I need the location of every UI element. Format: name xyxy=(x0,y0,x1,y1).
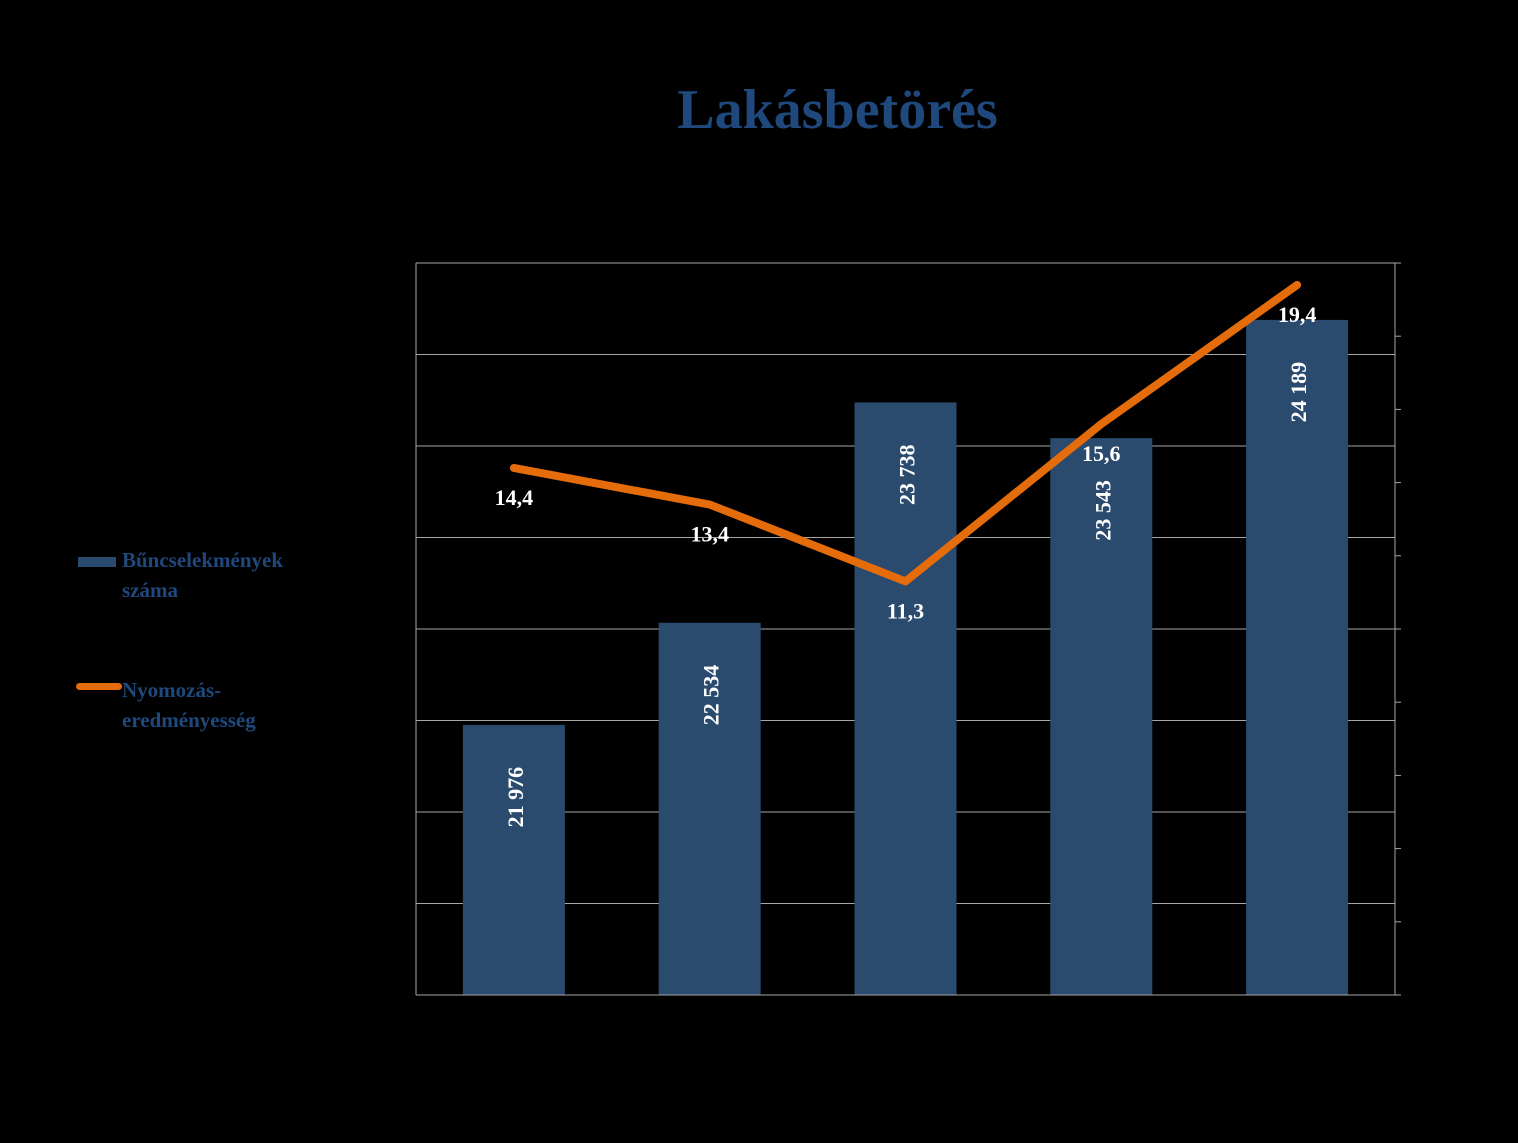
bar-data-label: 23 543 xyxy=(1090,480,1115,540)
line-series xyxy=(509,280,1302,586)
legend-bar-swatch xyxy=(78,557,116,567)
bar xyxy=(854,402,957,995)
legend-bar-label: Bűncselekmények száma xyxy=(122,545,352,605)
chart-title: Lakásbetörés xyxy=(677,79,998,141)
line-data-label: 14,4 xyxy=(495,485,534,510)
bar xyxy=(1246,319,1349,996)
line-data-label: 13,4 xyxy=(690,522,729,547)
bar-data-labels: 21 976 22 534 23 738 23 543 24 189 xyxy=(503,362,1311,827)
bar xyxy=(1050,438,1153,996)
bar-data-label: 23 738 xyxy=(895,444,920,505)
bar-data-label: 24 189 xyxy=(1286,362,1311,423)
legend-line-swatch xyxy=(76,683,122,690)
axes xyxy=(415,262,1401,996)
line-data-label: 19,4 xyxy=(1278,302,1317,327)
legend-line-label-line1: Nyomozás- xyxy=(122,678,222,702)
legend-item-line: Nyomozás- eredményesség xyxy=(76,675,376,737)
bar-series xyxy=(462,319,1349,996)
line-data-label: 15,6 xyxy=(1082,441,1121,466)
series-line xyxy=(509,280,1302,586)
legend-line-label: Nyomozás- eredményesség xyxy=(122,675,352,735)
legend-bar-label-line1: Bűncselekmények xyxy=(122,548,284,572)
legend: Bűncselekmények száma Nyomozás- eredmény… xyxy=(76,545,376,805)
bar-data-label: 22 534 xyxy=(699,665,724,726)
legend-bar-label-line2: száma xyxy=(122,578,178,602)
legend-line-label-line2: eredményesség xyxy=(122,708,256,732)
bar xyxy=(462,724,565,995)
line-data-labels: 14,4 13,4 11,3 15,6 19,4 xyxy=(495,302,1317,623)
bar-data-label: 21 976 xyxy=(503,767,528,828)
legend-item-bar: Bűncselekmények száma xyxy=(76,545,376,607)
line-data-label: 11,3 xyxy=(887,598,924,623)
bar xyxy=(658,622,761,995)
